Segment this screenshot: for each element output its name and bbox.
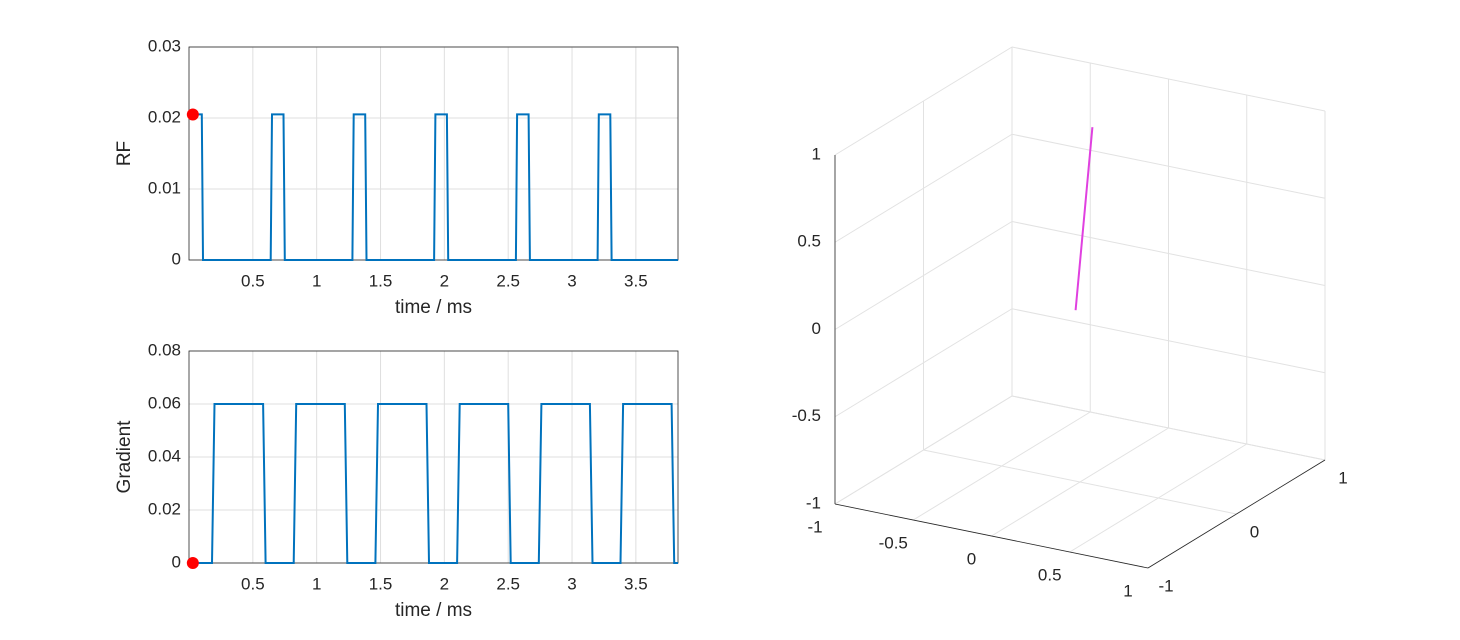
grid-line [1011,395,1326,461]
x-tick-label: 3 [567,271,576,290]
y-tick-label: 0.03 [148,36,181,55]
z-tick-label: 1 [812,144,821,163]
x-axis [834,503,1149,569]
y-tick-label: 0 [1250,522,1259,541]
grid-line [834,395,1013,505]
x-tick-label: -0.5 [879,533,908,552]
y-tick-label: 0.02 [148,107,181,126]
grid-line [923,449,1237,515]
y-tick-label: -1 [1158,576,1173,595]
x-tick-label: 1 [1123,581,1132,600]
x-tick-label: 2 [440,574,449,593]
data-line [189,113,678,261]
x-tick-label: -1 [807,517,822,536]
x-tick-label: 1 [312,574,321,593]
x-tick-label: 1 [312,271,321,290]
grid-line [1011,133,1326,199]
x-tick-label: 3 [567,574,576,593]
grid-line [834,133,1013,243]
grid-line [834,46,1013,156]
x-axis-label: time / ms [395,297,472,318]
x-tick-label: 0.5 [1038,565,1062,584]
y-tick-label: 0 [172,552,181,571]
y-tick-label: 1 [1338,468,1347,487]
y-tick-label: 0.04 [148,446,181,465]
x-tick-label: 0.5 [241,574,265,593]
z-tick-label: -0.5 [792,406,821,425]
z-tick-label: -1 [806,493,821,512]
x-tick-label: 3.5 [624,271,648,290]
y-tick-label: 0.08 [148,340,181,359]
grid-line [1011,308,1326,374]
y-axis-label: Gradient [114,420,135,494]
y-tick-label: 0 [172,249,181,268]
x-tick-label: 2.5 [496,574,520,593]
x-tick-label: 1.5 [369,574,393,593]
grid-line [1011,46,1326,112]
data-line [189,403,678,564]
grid-line [1011,221,1326,286]
y-tick-label: 0.02 [148,499,181,518]
marker [186,108,199,121]
x-tick-label: 2 [440,271,449,290]
vector-line [1074,127,1094,311]
x-axis-label: time / ms [395,600,472,621]
x-tick-label: 1.5 [369,271,393,290]
x-tick-label: 0.5 [241,271,265,290]
y-axis [1147,459,1326,569]
marker [186,557,199,569]
x-tick-label: 3.5 [624,574,648,593]
y-axis-label: RF [114,141,135,166]
y-tick-label: 0.06 [148,393,181,412]
x-tick-label: 0 [967,549,976,568]
y-tick-label: 0.01 [148,178,181,197]
z-tick-label: 0.5 [797,232,821,251]
z-tick-label: 0 [812,319,821,338]
grid-line [834,308,1013,418]
grid-line [834,221,1013,330]
x-tick-label: 2.5 [496,271,520,290]
